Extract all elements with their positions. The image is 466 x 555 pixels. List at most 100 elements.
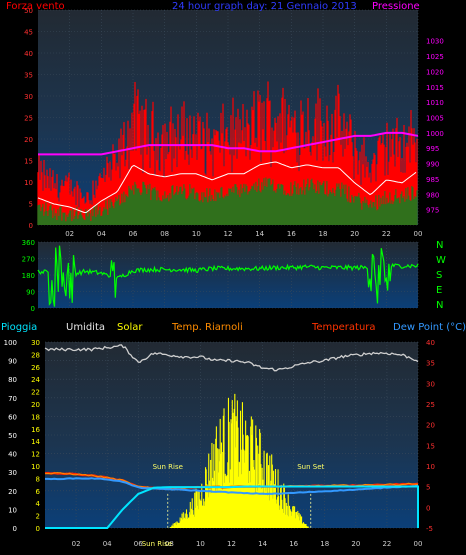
rain-y-tick: 0 xyxy=(36,525,40,533)
pressure-y-tick: 1015 xyxy=(426,84,444,92)
wind-y-tick: 45 xyxy=(24,29,33,37)
humidity-y-tick: 10 xyxy=(8,506,17,514)
rain-y-tick: 30 xyxy=(31,339,40,347)
temp-y-tick: 25 xyxy=(426,401,435,409)
rain-y-tick: 12 xyxy=(31,451,40,459)
rain-y-tick: 28 xyxy=(31,351,40,359)
humidity-y-tick: 20 xyxy=(8,488,17,496)
temp-y-tick: 5 xyxy=(426,484,430,492)
weather-x-tick: 14 xyxy=(258,540,267,548)
rain-y-tick: 6 xyxy=(36,488,41,496)
temp-y-tick: 0 xyxy=(426,504,430,512)
wind-direction-line xyxy=(37,245,419,307)
rain-y-tick: 14 xyxy=(31,438,40,446)
temp-y-tick: -5 xyxy=(426,525,433,533)
temp-y-tick: 10 xyxy=(426,463,435,471)
pressure-label: Pressione xyxy=(372,1,420,12)
wind-mean-line xyxy=(37,161,417,214)
weather-x-tick: 08 xyxy=(165,540,174,548)
rain-line xyxy=(45,485,419,529)
compass-label: E xyxy=(436,285,442,296)
rain-y-tick: 18 xyxy=(31,413,40,421)
sun-marker-label: Sun Set xyxy=(297,463,324,471)
wind-label: Forza vento xyxy=(6,1,65,12)
weather-x-tick: 18 xyxy=(320,540,329,548)
weather-x-tick: 22 xyxy=(382,540,391,548)
legend-humidity: Umidita xyxy=(66,322,105,333)
legend-dew-point: Dew Point (°C) xyxy=(393,322,466,333)
pressure-y-tick: 980 xyxy=(426,191,439,199)
pressure-y-tick: 1010 xyxy=(426,99,444,107)
temp-y-tick: 15 xyxy=(426,442,435,450)
wind-y-tick: 25 xyxy=(24,115,33,123)
pressure-y-tick: 985 xyxy=(426,176,439,184)
pressure-y-tick: 1005 xyxy=(426,115,444,123)
legend-temp-inside: Temp. Riarnoli xyxy=(171,322,243,333)
compass-label: S xyxy=(436,270,442,281)
temp-y-tick: 35 xyxy=(426,360,435,368)
wind-x-tick: 20 xyxy=(350,230,359,238)
direction-y-tick: 0 xyxy=(31,305,35,313)
pressure-y-tick: 1000 xyxy=(426,130,444,138)
pressure-y-tick: 975 xyxy=(426,207,439,215)
pressure-y-tick: 990 xyxy=(426,161,439,169)
wind-y-tick: 20 xyxy=(24,136,33,144)
temp-y-tick: 20 xyxy=(426,422,435,430)
humidity-y-tick: 50 xyxy=(8,432,17,440)
wind-y-tick: 5 xyxy=(29,201,33,209)
direction-y-tick: 90 xyxy=(26,289,35,297)
wind-x-tick: 06 xyxy=(129,230,138,238)
wind-x-tick: 02 xyxy=(65,230,74,238)
weather-x-tick: 06 xyxy=(134,540,143,548)
humidity-y-tick: 60 xyxy=(8,413,17,421)
wind-x-tick: 08 xyxy=(160,230,169,238)
temp-y-tick: 40 xyxy=(426,339,435,347)
wind-direction-plot xyxy=(37,245,419,307)
wind-x-tick: 10 xyxy=(192,230,201,238)
direction-y-tick: 270 xyxy=(22,256,35,264)
wind-y-tick: 10 xyxy=(24,179,33,187)
wind-x-tick: 00 xyxy=(414,230,423,238)
humidity-y-tick: 30 xyxy=(8,469,17,477)
humidity-y-tick: 90 xyxy=(8,358,17,366)
pressure-y-tick: 1030 xyxy=(426,38,444,46)
weather-x-tick: 02 xyxy=(72,540,81,548)
pressure-y-tick: 1020 xyxy=(426,68,444,76)
rain-y-tick: 4 xyxy=(36,500,41,508)
wind-y-tick: 30 xyxy=(24,93,33,101)
rain-y-tick: 20 xyxy=(31,401,40,409)
wind-y-tick: 50 xyxy=(24,7,33,15)
humidity-y-tick: 80 xyxy=(8,376,17,384)
weather-x-tick: 00 xyxy=(414,540,423,548)
rain-y-tick: 22 xyxy=(31,389,40,397)
humidity-y-tick: 100 xyxy=(4,339,17,347)
humidity-y-tick: 70 xyxy=(8,395,17,403)
sun-marker-label: Sun Rise xyxy=(153,463,183,471)
humidity-line xyxy=(44,344,419,372)
wind-x-tick: 04 xyxy=(97,230,106,238)
sun-rise-tick: Sun Rise xyxy=(142,540,172,548)
pressure-y-tick: 1025 xyxy=(426,53,444,61)
pressure-y-tick: 995 xyxy=(426,145,439,153)
compass-label: N xyxy=(436,300,443,311)
humidity-y-tick: 0 xyxy=(13,525,17,533)
weather-x-tick: 16 xyxy=(289,540,298,548)
legend-temperature: Temperatura xyxy=(311,322,376,333)
weather-x-tick: 20 xyxy=(351,540,360,548)
dew-point-line xyxy=(45,477,419,495)
wind-y-tick: 15 xyxy=(24,158,33,166)
humidity-y-tick: 40 xyxy=(8,451,17,459)
wind-x-tick: 18 xyxy=(319,230,328,238)
rain-y-tick: 26 xyxy=(31,364,40,372)
wind-pressure-plot xyxy=(37,81,419,225)
wind-y-tick: 40 xyxy=(24,50,33,58)
rain-humidity-temperature-plot: Sun Rise Sun Set xyxy=(44,344,419,529)
weather-x-tick: 04 xyxy=(103,540,112,548)
wind-x-tick: 16 xyxy=(287,230,296,238)
legend-rain: Pioggia xyxy=(1,322,37,333)
temp-y-tick: 30 xyxy=(426,380,435,388)
wind-x-tick: 12 xyxy=(224,230,233,238)
wind-x-tick: 22 xyxy=(382,230,391,238)
